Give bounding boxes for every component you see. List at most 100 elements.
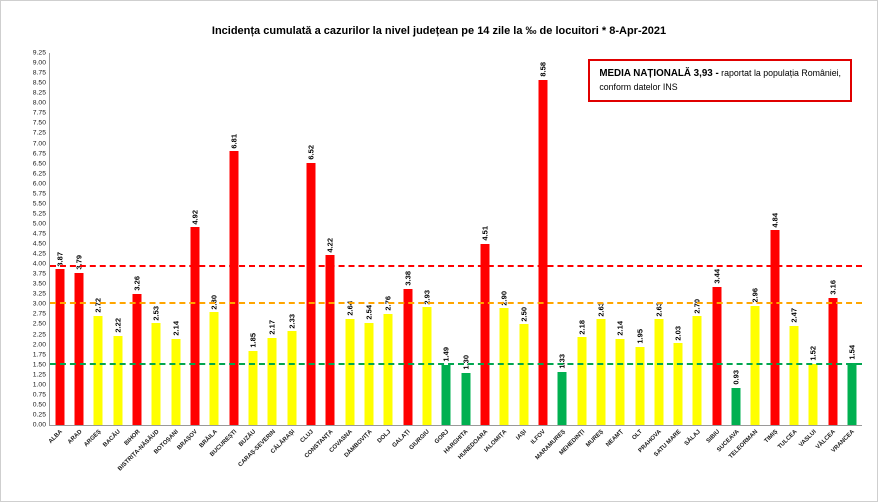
x-axis-label: GIURGIU	[408, 429, 432, 452]
bar-slot: 3.38 GALAȚI	[392, 53, 417, 449]
bar-slot: 2.90 IALOMIȚA	[484, 53, 514, 454]
y-tick-label: 0.50	[32, 401, 46, 409]
y-tick-label: 4.25	[32, 250, 46, 258]
legend-text-line1: raportat la populația României,	[718, 68, 841, 78]
bar-slot: 4.84 TIMIȘ	[763, 53, 784, 445]
bar-value-label: 2.14	[615, 321, 625, 336]
bar-slot: 2.64 COVASNA	[329, 53, 359, 454]
x-axis-label: IAȘI	[515, 429, 528, 442]
y-tick-label: 0.25	[32, 411, 46, 419]
bar-value-label: 2.96	[750, 288, 760, 303]
bar-slot: 3.44 SIBIU	[706, 53, 726, 445]
x-axis-label: ALBA	[47, 429, 64, 446]
legend-text-line2: conform datelor INS	[599, 82, 678, 93]
y-tick-label: 4.75	[32, 230, 46, 238]
bar	[596, 319, 606, 425]
bar-slot: 4.51 HUNEDOARA	[457, 53, 494, 461]
bar-value-label: 1.52	[808, 346, 818, 361]
bar	[93, 315, 103, 425]
bar	[132, 293, 142, 425]
bar-slot: 2.50 IAȘI	[514, 53, 533, 441]
x-axis-label: BACĂU	[102, 429, 122, 449]
bar-value-label: 3.16	[828, 280, 838, 295]
x-axis-label: NEAMȚ	[605, 429, 625, 449]
bar	[171, 338, 181, 425]
bar-slot: 3.79 ARAD	[67, 53, 88, 446]
bar-value-label: 2.50	[519, 306, 529, 322]
bar	[538, 79, 548, 425]
bar	[789, 325, 799, 425]
bar	[248, 350, 258, 425]
y-tick-label: 2.25	[32, 331, 46, 339]
bar-slot: 2.33 CĂLĂRAȘI	[270, 53, 301, 455]
bar	[151, 323, 161, 425]
bar	[731, 387, 741, 425]
threshold-line-green-limit	[50, 362, 862, 365]
bar-slot: 2.93 GIURGIU	[409, 53, 436, 451]
x-axis-label: CLUJ	[299, 429, 316, 445]
bar-slot: 3.87 ALBA	[48, 53, 69, 445]
bar	[692, 316, 702, 425]
bar	[74, 272, 84, 425]
y-tick-label: 0.00	[32, 421, 46, 429]
bars-container: 3.87 ALBA 3.79 ARAD 2.72 ARGEȘ 2.22 BACĂU 3.26 BI…	[48, 53, 862, 472]
bar-slot: 3.16 VÂLCEA	[815, 53, 842, 451]
bar-slot: 8.58 ILFOV	[530, 53, 552, 446]
bar-value-label: 1.85	[248, 333, 258, 348]
y-tick-label: 0.75	[32, 391, 46, 399]
bar-slot: 2.80 BRĂILA	[198, 53, 224, 449]
y-tick-label: 9.25	[32, 49, 46, 57]
bar	[383, 314, 393, 425]
bar-slot: 4.92 BRAȘOV	[177, 53, 204, 451]
bar-value-label: 2.70	[692, 298, 702, 314]
y-tick-label: 8.75	[32, 69, 46, 77]
y-tick-label: 4.00	[32, 260, 46, 268]
bar	[229, 151, 239, 425]
bar-slot: 1.33 MARAMUREȘ	[534, 53, 572, 461]
x-axis-label: SIBIU	[705, 429, 722, 445]
y-tick-label: 8.25	[32, 89, 46, 97]
bar-value-label: 4.92	[190, 209, 200, 225]
bar	[499, 308, 509, 425]
bar-value-label: 6.81	[229, 133, 239, 149]
bar-slot: 2.63 PRAHOVA	[638, 53, 668, 454]
bar-slot: 2.54 DÂMBOVIȚA	[343, 53, 378, 459]
bar-value-label: 4.51	[480, 226, 490, 241]
threshold-line-national-average	[50, 264, 862, 267]
bar-slot: 2.17 CARAȘ-SEVERIN	[237, 53, 282, 468]
bar	[461, 372, 471, 425]
bar-value-label: 2.72	[93, 298, 103, 313]
y-tick-label: 1.00	[32, 381, 46, 389]
y-tick-label: 6.50	[32, 160, 46, 168]
bar	[557, 371, 567, 425]
y-tick-label: 3.00	[32, 300, 46, 308]
bar-value-label: 3.38	[403, 271, 413, 287]
bar	[403, 289, 413, 425]
bar-value-label: 3.44	[712, 269, 722, 284]
bar-slot: 2.18 MEHEDINȚI	[558, 53, 591, 457]
y-tick-label: 2.00	[32, 341, 46, 349]
bar-value-label: 2.14	[171, 321, 181, 336]
bar	[577, 337, 587, 425]
x-axis-label: MUREȘ	[585, 429, 606, 449]
bar	[770, 230, 780, 425]
bar-slot: 3.26 BIHOR	[123, 53, 146, 447]
bar-slot: 4.22 CONSTANȚA	[304, 53, 340, 460]
bar	[847, 363, 857, 425]
legend-bold-text: MEDIA NAȚIONALĂ 3,93 -	[599, 68, 719, 79]
x-axis-label: OLT	[631, 429, 644, 442]
x-axis-label: BIHOR	[123, 429, 142, 447]
bar	[345, 318, 355, 425]
bar	[673, 343, 683, 425]
bar	[287, 331, 297, 425]
bar-slot: 2.47 TULCEA	[777, 53, 803, 450]
bar-slot: 2.03 SATU MARE	[653, 53, 688, 458]
bar	[209, 312, 219, 425]
y-tick-label: 1.50	[32, 361, 46, 369]
y-tick-label: 6.00	[32, 180, 46, 188]
y-tick-label: 3.50	[32, 280, 46, 288]
bar-slot: 6.81 BUCUREȘTI	[209, 53, 243, 458]
x-axis-label: BUZĂU	[238, 429, 258, 449]
bar-value-label: 1.54	[847, 345, 857, 361]
y-tick-label: 8.50	[32, 79, 46, 87]
